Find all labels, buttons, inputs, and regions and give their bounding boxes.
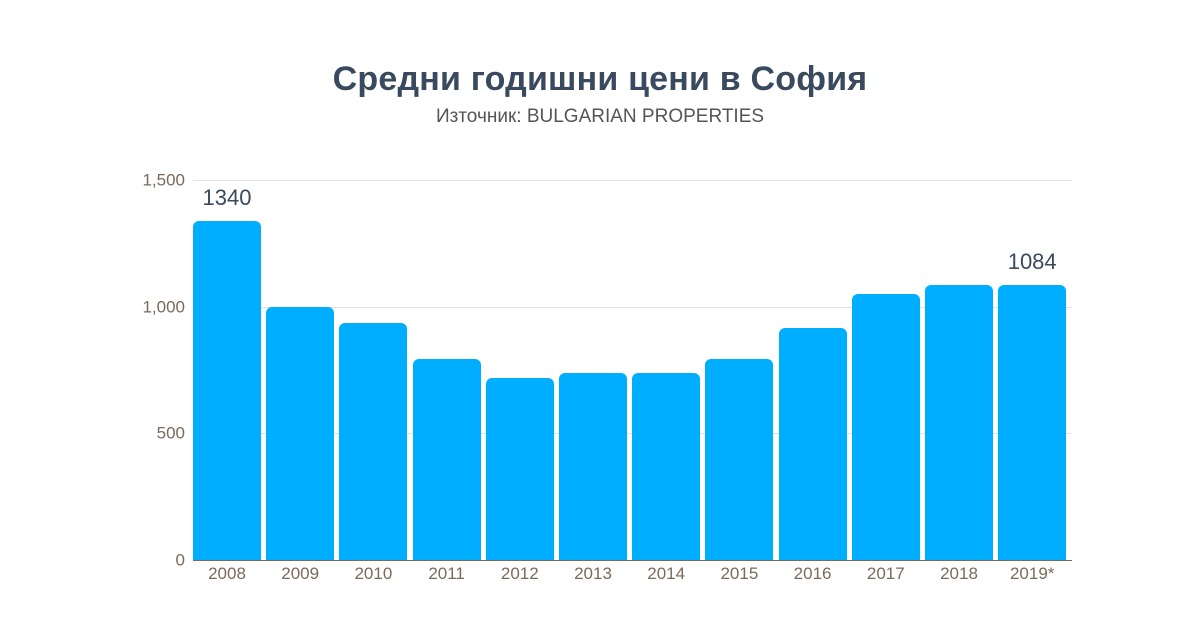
bar-column[interactable] — [851, 180, 920, 560]
x-axis: 2008 2009 2010 2011 2012 2013 2014 2015 2016 2017… — [193, 563, 1072, 589]
y-axis: 0 500 1,000 1,500 — [130, 172, 185, 569]
gridline — [193, 180, 1072, 181]
bar[interactable] — [339, 323, 408, 560]
x-axis-tick-label: 2010 — [354, 564, 393, 583]
y-axis-tick-label: 1,500 — [142, 170, 185, 190]
gridline — [193, 306, 1072, 308]
y-axis-tick-label: 500 — [156, 423, 185, 443]
bar-column[interactable] — [778, 180, 847, 560]
bar[interactable] — [705, 358, 774, 560]
x-axis-tick-label: 2014 — [647, 564, 686, 583]
bar-column[interactable] — [266, 180, 335, 560]
bar[interactable] — [998, 285, 1067, 560]
bar[interactable] — [778, 328, 847, 560]
bar[interactable] — [559, 372, 627, 560]
bar[interactable] — [266, 306, 335, 560]
x-axis-tick-label: 2013 — [574, 564, 612, 583]
bar-column[interactable] — [632, 180, 701, 560]
bar-value-label: 1340 — [202, 184, 252, 210]
x-axis-tick-label: 2011 — [428, 564, 465, 583]
bar[interactable] — [193, 220, 261, 560]
gridline — [193, 560, 1072, 561]
x-axis-tick-label: 2008 — [208, 564, 246, 583]
bar[interactable] — [925, 285, 993, 560]
bar-column[interactable]: 1340 — [193, 180, 261, 560]
x-axis-tick-label: 2017 — [866, 564, 905, 583]
bar-value-label: 1084 — [1007, 249, 1057, 275]
bar[interactable] — [485, 377, 554, 560]
y-axis-tick-label: 1,000 — [142, 297, 185, 317]
chart-subtitle-source: Източник: BULGARIAN PROPERTIES — [435, 106, 765, 127]
bar-column[interactable] — [339, 180, 408, 560]
bar-column[interactable] — [705, 180, 774, 560]
bar-column[interactable]: 1084 — [998, 180, 1067, 560]
bar[interactable] — [412, 358, 481, 560]
x-axis-tick-label: 2012 — [500, 564, 539, 583]
bar-column[interactable] — [559, 180, 627, 560]
x-axis-tick-label: 2009 — [281, 564, 320, 583]
page-title: Средни годишни цени в София — [332, 60, 868, 98]
x-axis-tick-label: 2019* — [1009, 564, 1055, 583]
x-axis-tick-label: 2016 — [793, 564, 832, 583]
chart-header: Средни годишни цени в София Източник: BU… — [0, 58, 1200, 130]
bar[interactable] — [632, 372, 701, 560]
bar-column[interactable] — [485, 180, 554, 560]
chart-bars: 1340 1084 — [193, 180, 1072, 560]
x-axis-tick-label: 2018 — [940, 564, 978, 583]
bar[interactable] — [851, 294, 920, 560]
y-axis-tick-label: 0 — [175, 550, 185, 570]
x-axis-tick-label: 2015 — [720, 564, 759, 583]
bar-column[interactable] — [412, 180, 481, 560]
bar-column[interactable] — [925, 180, 993, 560]
